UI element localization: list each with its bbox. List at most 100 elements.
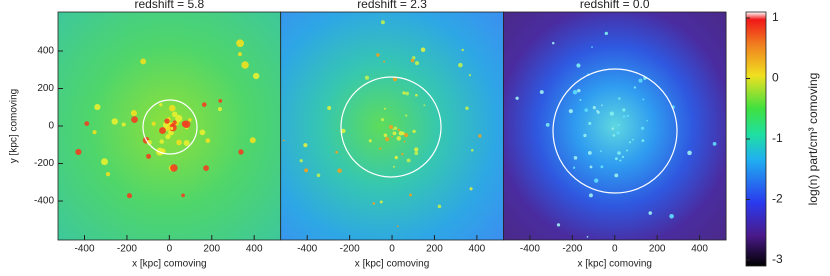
substructure (105, 172, 111, 177)
x-tick-label: -400 (297, 244, 317, 255)
substructure (601, 104, 603, 107)
substructure (84, 121, 90, 127)
substructure (121, 122, 126, 127)
substructure (335, 150, 339, 154)
x-tick-label: 0 (612, 244, 618, 255)
substructure (646, 119, 648, 122)
substructure (588, 121, 592, 126)
substructure (515, 96, 519, 100)
substructure (131, 116, 138, 124)
substructure (146, 153, 152, 159)
substructure (218, 99, 223, 103)
density-map (503, 12, 727, 240)
substructure (423, 104, 426, 106)
substructure (589, 165, 593, 169)
x-tick-label: 200 (426, 244, 443, 255)
substructure (638, 78, 643, 83)
substructure (389, 124, 394, 130)
y-tick-label: -200 (34, 158, 54, 169)
y-tick-label: 0 (48, 121, 54, 132)
colorbar-tick-label: -2 (772, 192, 783, 206)
substructure (401, 153, 404, 156)
substructure (126, 193, 133, 199)
substructure (632, 138, 634, 141)
x-tick-label: 0 (389, 244, 395, 255)
substructure (383, 60, 386, 63)
substructure (170, 164, 178, 172)
substructure (171, 111, 178, 118)
substructure (409, 193, 413, 197)
substructure (201, 102, 207, 107)
substructure (101, 158, 108, 166)
substructure (641, 139, 645, 143)
x-tick-label: 200 (649, 244, 666, 255)
x-tick-label: 400 (691, 244, 708, 255)
substructure (594, 178, 599, 183)
substructure (545, 123, 550, 127)
x-tick-label: 400 (246, 244, 263, 255)
y-axis-label: y [kpc] comoving (9, 89, 20, 163)
substructure (572, 90, 578, 95)
substructure (92, 130, 97, 135)
virial-radius (340, 76, 442, 178)
substructure (551, 41, 555, 45)
substructure (379, 147, 382, 150)
panel-title: redshift = 5.8 (134, 0, 204, 11)
substructure (414, 147, 419, 152)
substructure (642, 98, 645, 101)
substructure (316, 173, 321, 178)
substructure (188, 118, 192, 122)
substructure (621, 155, 625, 159)
substructure (403, 140, 406, 143)
substructure (159, 127, 166, 135)
substructure (626, 114, 630, 118)
substructure (368, 139, 372, 143)
substructure (687, 150, 692, 156)
substructure (410, 58, 415, 63)
substructure (397, 128, 401, 132)
substructure (586, 236, 589, 238)
substructure (611, 127, 614, 130)
substructure (151, 121, 156, 126)
substructure (617, 151, 621, 155)
substructure (237, 52, 242, 57)
substructure (164, 118, 170, 124)
panel-title: redshift = 2.3 (357, 0, 427, 11)
x-tick-label: 400 (469, 244, 486, 255)
substructure (394, 155, 398, 160)
substructure (205, 138, 211, 143)
substructure (622, 108, 626, 112)
x-tick-label: -200 (117, 244, 137, 255)
substructure (299, 159, 303, 163)
x-tick-label: -400 (520, 244, 540, 255)
substructure (412, 56, 416, 60)
substructure (573, 156, 578, 160)
substructure (414, 151, 419, 156)
substructure (238, 149, 244, 155)
colorbar-tick-label: -1 (772, 131, 783, 145)
substructure (376, 53, 380, 57)
x-tick-label: 0 (167, 244, 173, 255)
substructure (669, 213, 674, 219)
substructure (175, 114, 183, 123)
substructure (622, 115, 626, 118)
substructure (539, 90, 544, 95)
substructure (183, 140, 190, 147)
x-tick-label: -400 (75, 244, 95, 255)
substructure (166, 125, 171, 130)
substructure (252, 72, 260, 80)
substructure (403, 133, 409, 138)
substructure (616, 131, 620, 135)
substructure (626, 149, 629, 152)
substructure (582, 134, 585, 137)
substructure (282, 139, 285, 142)
substructure (589, 193, 593, 198)
substructure (437, 204, 442, 209)
substructure (633, 86, 637, 89)
substructure (383, 133, 388, 138)
substructure (384, 107, 386, 110)
substructure (468, 74, 471, 77)
substructure (556, 223, 561, 227)
substructure (236, 39, 244, 48)
